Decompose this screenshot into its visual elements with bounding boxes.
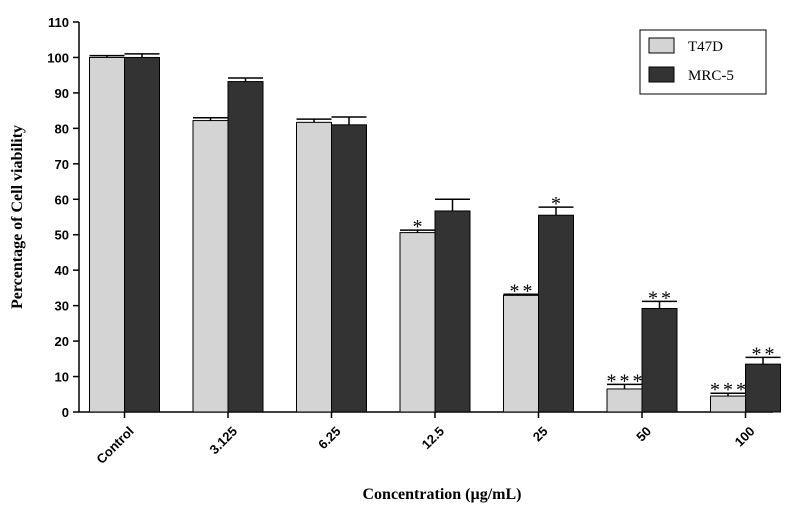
legend-label-mrc5: MRC-5 xyxy=(688,68,734,84)
y-tick-label: 10 xyxy=(55,370,69,385)
significance-marker: *** xyxy=(607,370,646,392)
y-tick-label: 30 xyxy=(55,299,69,314)
y-axis-title: Percentage of Cell viability xyxy=(9,125,26,309)
significance-marker: * xyxy=(551,193,561,215)
x-tick-label: 100 xyxy=(732,424,758,450)
y-tick-label: 70 xyxy=(55,157,69,172)
bar-mrc5-4 xyxy=(538,214,574,413)
significance-marker: *** xyxy=(710,379,749,401)
legend-swatch-t47d xyxy=(648,37,675,54)
significance-marker: ** xyxy=(648,287,674,309)
x-ticks: Control 3.125 6.25 12.5 25 50 100 xyxy=(93,412,758,467)
y-tick-label: 0 xyxy=(62,405,69,420)
y-tick-label: 60 xyxy=(55,192,69,207)
bar-t47d-0 xyxy=(89,56,125,413)
legend-label-t47d: T47D xyxy=(688,39,723,55)
bar-t47d-5 xyxy=(606,388,643,413)
bar-mrc5-3 xyxy=(434,210,471,413)
bar-mrc5-6 xyxy=(745,363,781,413)
y-tick-label: 40 xyxy=(55,263,69,278)
legend-swatch-mrc5 xyxy=(648,66,675,83)
error-bars xyxy=(89,53,781,397)
legend: T47D MRC-5 xyxy=(639,29,767,95)
y-tick-label: 110 xyxy=(48,15,69,30)
y-tick-label: 20 xyxy=(55,334,69,349)
significance-marker: ** xyxy=(752,343,778,365)
y-tick-label: 100 xyxy=(47,50,69,65)
significance-markers: ************** xyxy=(413,193,778,401)
bar-t47d-2 xyxy=(296,121,332,413)
y-tick-label: 50 xyxy=(55,228,69,243)
x-tick-label: Control xyxy=(93,424,136,467)
significance-marker: ** xyxy=(510,280,536,302)
x-tick-label: 50 xyxy=(633,424,654,445)
bar-mrc5-2 xyxy=(331,124,367,413)
y-tick-label: 80 xyxy=(55,121,69,136)
x-tick-label: 25 xyxy=(530,424,551,445)
y-tick-label: 90 xyxy=(55,86,69,101)
bars xyxy=(89,56,781,413)
bar-mrc5-1 xyxy=(227,81,264,413)
bar-t47d-1 xyxy=(192,120,229,413)
x-tick-label: 6.25 xyxy=(315,424,344,453)
bar-t47d-4 xyxy=(503,294,539,413)
bar-mrc5-0 xyxy=(124,56,160,413)
x-tick-label: 3.125 xyxy=(207,424,241,458)
x-tick-label: 12.5 xyxy=(419,424,448,453)
x-axis-title: Concentration (µg/mL) xyxy=(363,486,522,503)
bar-t47d-3 xyxy=(399,232,436,413)
y-ticks: 0 10 20 30 40 50 60 70 80 90 100 110 xyxy=(47,15,79,420)
bar-mrc5-5 xyxy=(641,307,678,413)
significance-marker: * xyxy=(413,216,423,238)
